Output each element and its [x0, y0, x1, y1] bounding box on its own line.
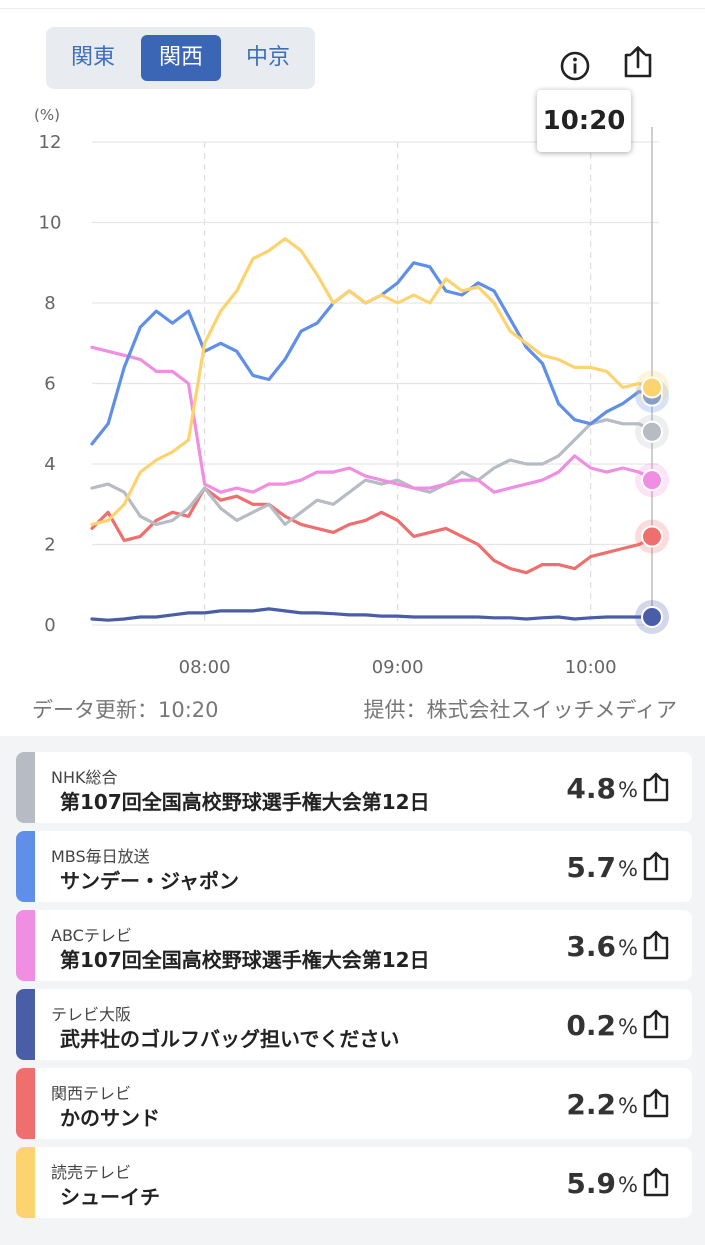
- program-title: シューイチ: [60, 1185, 160, 1209]
- rating-value: 2.2: [566, 1088, 616, 1121]
- series-endpoint: [641, 605, 663, 628]
- program-card[interactable]: 読売テレビシューイチ 5.9%: [16, 1147, 692, 1218]
- share-icon[interactable]: [640, 928, 672, 962]
- y-tick-label: 10: [39, 213, 62, 234]
- series-line: [90, 237, 657, 526]
- series-endpoint: [641, 420, 663, 443]
- channel-name: 関西テレビ: [51, 1084, 132, 1103]
- program-card[interactable]: ABCテレビ第107回全国高校野球選手権大会第12日 3.6%: [16, 910, 692, 981]
- series-line: [90, 345, 657, 494]
- y-tick-label: 12: [39, 132, 62, 153]
- y-tick-label: 2: [44, 535, 55, 556]
- y-tick-label: 8: [44, 293, 55, 314]
- y-tick-label: 4: [44, 454, 55, 475]
- program-title: サンデー・ジャポン: [60, 869, 239, 893]
- rating-unit: %: [618, 1015, 638, 1039]
- channel-name: ABCテレビ: [51, 926, 132, 945]
- program-card[interactable]: テレビ大阪武井壮のゴルフバッグ担いでください 0.2%: [16, 989, 692, 1060]
- rating-value: 5.9: [566, 1167, 616, 1200]
- rating-value: 4.8: [566, 772, 616, 805]
- region-selector: 関東 関西 中京: [46, 27, 315, 89]
- ratings-chart[interactable]: 0 2 4 6 8 10 12 (%) 08:00 09:00 10:00: [0, 95, 705, 695]
- channel-color-bar: [16, 989, 35, 1060]
- y-tick-label: 0: [44, 615, 55, 636]
- channel-color-bar: [16, 1147, 35, 1218]
- rating-unit: %: [618, 857, 638, 881]
- share-icon[interactable]: [640, 1086, 672, 1120]
- data-source: 提供：株式会社スイッチメディア: [363, 698, 677, 722]
- series-endpoint: [641, 525, 663, 548]
- rating-unit: %: [618, 1094, 638, 1118]
- tab-kanto[interactable]: 関東: [70, 45, 115, 70]
- rating-value: 0.2: [566, 1009, 616, 1042]
- rating-unit: %: [618, 936, 638, 960]
- info-icon[interactable]: [555, 46, 595, 86]
- channel-name: テレビ大阪: [51, 1005, 132, 1024]
- rating-unit: %: [618, 1173, 638, 1197]
- program-title: 武井壮のゴルフバッグ担いでください: [60, 1027, 400, 1051]
- x-tick-label: 09:00: [372, 657, 424, 678]
- x-tick-label: 10:00: [565, 657, 617, 678]
- share-icon[interactable]: [640, 1165, 672, 1199]
- channel-color-bar: [16, 910, 35, 981]
- y-tick-label: 6: [44, 374, 55, 395]
- y-axis-unit: (%): [34, 106, 60, 124]
- program-card[interactable]: NHK総合第107回全国高校野球選手権大会第12日 4.8%: [16, 752, 692, 823]
- share-icon[interactable]: [640, 770, 672, 804]
- share-icon[interactable]: [640, 1007, 672, 1041]
- channel-color-bar: [16, 752, 35, 823]
- rating-unit: %: [618, 778, 638, 802]
- x-tick-label: 08:00: [179, 657, 231, 678]
- channel-name: 読売テレビ: [51, 1163, 132, 1182]
- cursor-time-tooltip: 10:20: [537, 90, 631, 152]
- share-icon[interactable]: [640, 849, 672, 883]
- channel-color-bar: [16, 1068, 35, 1139]
- tab-kansai[interactable]: 関西: [141, 35, 221, 81]
- series-line: [90, 486, 657, 575]
- series-line: [90, 418, 657, 526]
- share-icon[interactable]: [618, 42, 658, 82]
- program-title: かのサンド: [60, 1106, 160, 1130]
- series-line: [90, 261, 657, 446]
- program-title: 第107回全国高校野球選手権大会第12日: [60, 790, 430, 814]
- channel-name: NHK総合: [51, 768, 118, 787]
- top-divider: [0, 8, 705, 9]
- series-endpoint: [641, 376, 663, 399]
- tab-chukyo[interactable]: 中京: [245, 45, 290, 70]
- series-line: [90, 607, 657, 622]
- program-card[interactable]: MBS毎日放送サンデー・ジャポン 5.7%: [16, 831, 692, 902]
- channel-name: MBS毎日放送: [51, 847, 150, 866]
- data-updated: データ更新：10:20: [32, 698, 219, 722]
- rating-value: 3.6: [566, 930, 616, 963]
- series-endpoint: [641, 469, 663, 492]
- channel-color-bar: [16, 831, 35, 902]
- program-title: 第107回全国高校野球選手権大会第12日: [60, 948, 430, 972]
- program-card[interactable]: 関西テレビかのサンド 2.2%: [16, 1068, 692, 1139]
- rating-value: 5.7: [566, 851, 616, 884]
